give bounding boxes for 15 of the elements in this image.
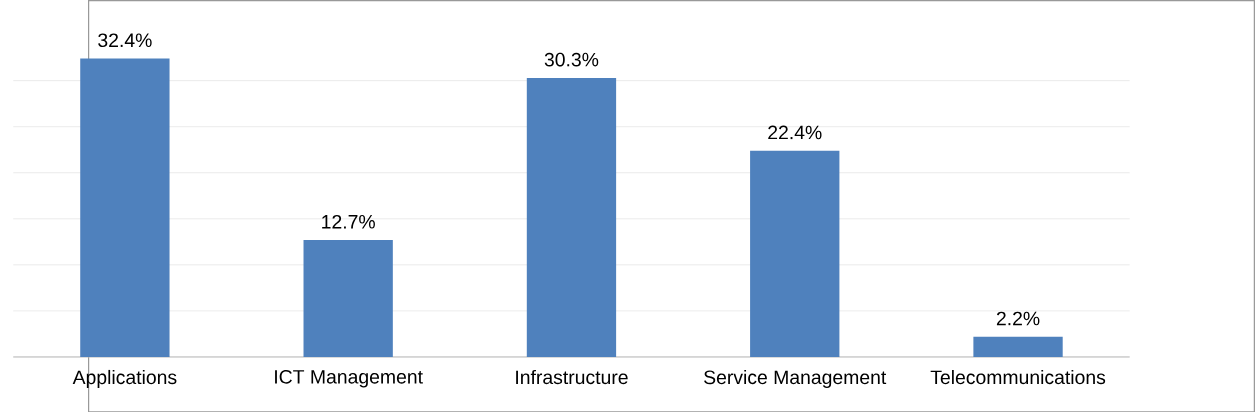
data-label: 30.3% [544, 52, 599, 67]
bar [526, 77, 617, 357]
bar [973, 336, 1063, 357]
x-tick-label: ICT Management [275, 369, 423, 388]
x-tick-label: Applications [72, 369, 177, 388]
x-tick-label: Telecommunications [930, 369, 1106, 384]
bar [750, 150, 840, 357]
bar [80, 58, 170, 357]
bar [303, 239, 393, 357]
data-label: 32.4% [98, 33, 152, 47]
data-label: 12.7% [322, 214, 375, 229]
data-label: 22.4% [768, 125, 822, 139]
x-tick-label: Service Management [704, 369, 887, 388]
x-tick-label: Infrastructure [516, 369, 628, 384]
data-label: 2.2% [996, 311, 1040, 326]
